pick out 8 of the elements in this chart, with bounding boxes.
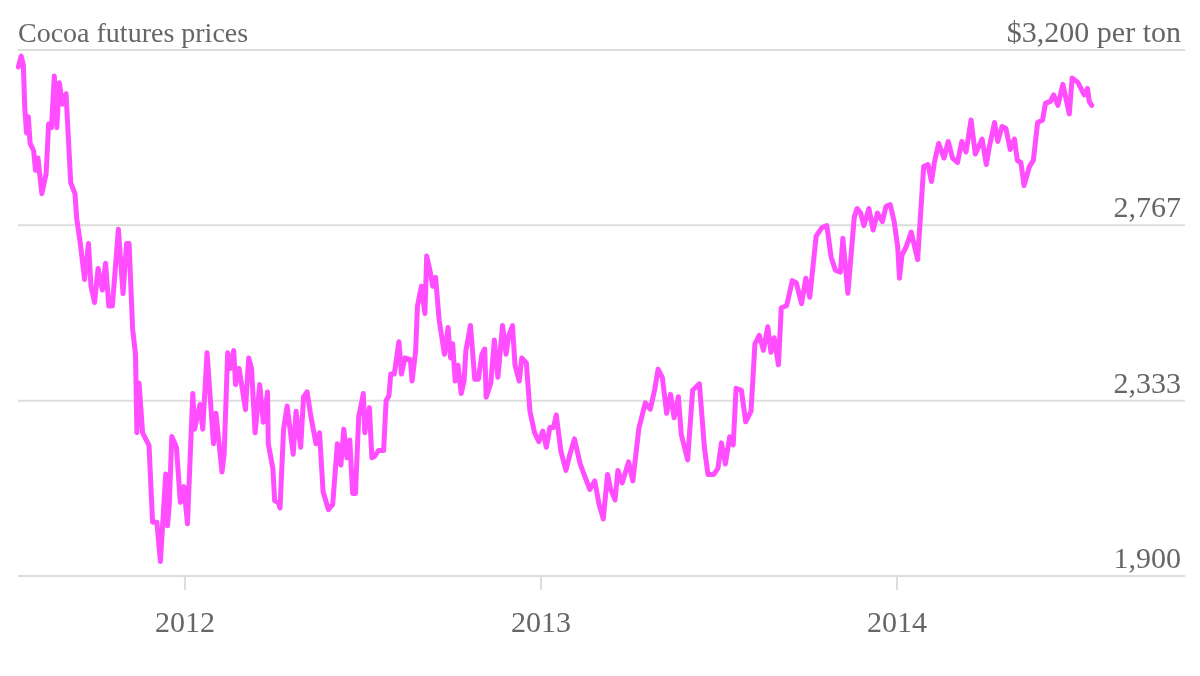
y-tick-label: $3,200 per ton: [1006, 15, 1181, 48]
x-tick-label: 2012: [154, 605, 215, 638]
y-tick-label: 2,767: [1113, 190, 1181, 224]
y-tick-label: 1,900: [1113, 541, 1181, 574]
x-tick-label: 2014: [866, 605, 927, 638]
x-tick-label: 2013: [510, 605, 571, 638]
y-tick-label: 2,333: [1113, 365, 1181, 399]
chart-title: Cocoa futures prices: [18, 17, 249, 48]
